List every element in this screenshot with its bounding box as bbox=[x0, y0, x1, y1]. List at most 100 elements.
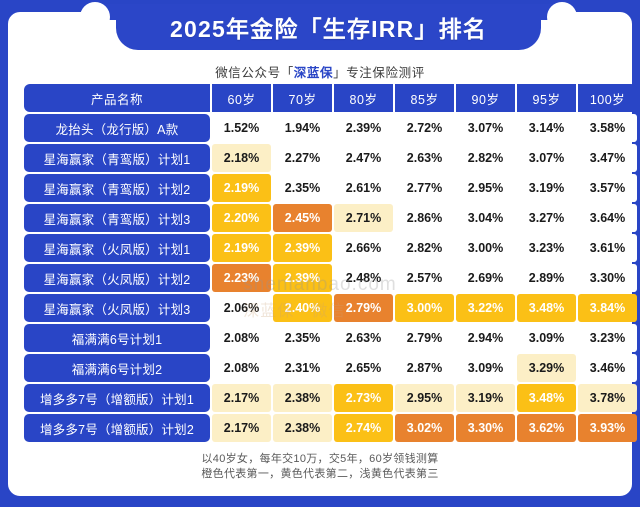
irr-value-cell: 3.64% bbox=[578, 204, 637, 232]
footnote-line-1: 以40岁女，每年交10万，交5年，60岁领钱测算 bbox=[201, 453, 439, 465]
irr-value-cell: 3.09% bbox=[456, 354, 515, 382]
irr-value-cell: 2.69% bbox=[456, 264, 515, 292]
irr-value-cell: 2.20% bbox=[212, 204, 271, 232]
irr-value-cell: 3.48% bbox=[517, 294, 576, 322]
irr-value-cell: 3.22% bbox=[456, 294, 515, 322]
product-name-cell: 增多多7号（增额版）计划2 bbox=[24, 414, 210, 442]
column-header-age-80岁: 80岁 bbox=[334, 84, 393, 112]
product-name-cell: 龙抬头（龙行版）A款 bbox=[24, 114, 210, 142]
product-name-cell: 福满满6号计划1 bbox=[24, 324, 210, 352]
table-row: 星海赢家（火凤版）计划3 2.06% 2.40% 2.79% 3.00% 3.22% 3.4… bbox=[24, 294, 637, 322]
irr-value-cell: 2.48% bbox=[334, 264, 393, 292]
ribbon-notch-right bbox=[539, 2, 577, 32]
footnote: 以40岁女，每年交10万，交5年，60岁领钱测算 橙色代表第一，黄色代表第二，浅… bbox=[8, 452, 632, 482]
irr-value-cell: 3.00% bbox=[395, 294, 454, 322]
irr-value-cell: 2.18% bbox=[212, 144, 271, 172]
table-row: 星海赢家（青鸾版）计划3 2.20% 2.45% 2.71% 2.86% 3.04% 3.2… bbox=[24, 204, 637, 232]
title-banner: 2025年金险「生存IRR」排名 bbox=[80, 2, 577, 50]
irr-value-cell: 3.07% bbox=[456, 114, 515, 142]
irr-value-cell: 2.87% bbox=[395, 354, 454, 382]
irr-value-cell: 2.73% bbox=[334, 384, 393, 412]
irr-value-cell: 3.07% bbox=[517, 144, 576, 172]
irr-value-cell: 2.82% bbox=[456, 144, 515, 172]
irr-value-cell: 3.23% bbox=[517, 234, 576, 262]
irr-value-cell: 2.19% bbox=[212, 174, 271, 202]
irr-value-cell: 1.94% bbox=[273, 114, 332, 142]
column-header-age-85岁: 85岁 bbox=[395, 84, 454, 112]
irr-value-cell: 2.82% bbox=[395, 234, 454, 262]
content-card: 2025年金险「生存IRR」排名 微信公众号「深蓝保」专注保险测评 shenla… bbox=[6, 2, 637, 498]
irr-value-cell: 2.66% bbox=[334, 234, 393, 262]
product-name-cell: 星海赢家（青鸾版）计划3 bbox=[24, 204, 210, 232]
subtitle: 微信公众号「深蓝保」专注保险测评 bbox=[8, 62, 632, 81]
irr-value-cell: 2.35% bbox=[273, 174, 332, 202]
table-row: 福满满6号计划2 2.08% 2.31% 2.65% 2.87% 3.09% 3.29% 3.… bbox=[24, 354, 637, 382]
irr-value-cell: 3.23% bbox=[578, 324, 637, 352]
irr-value-cell: 3.00% bbox=[456, 234, 515, 262]
column-header-age-100岁: 100岁 bbox=[578, 84, 637, 112]
irr-value-cell: 2.17% bbox=[212, 384, 271, 412]
product-name-cell: 星海赢家（火凤版）计划2 bbox=[24, 264, 210, 292]
product-name-cell: 增多多7号（增额版）计划1 bbox=[24, 384, 210, 412]
irr-value-cell: 3.47% bbox=[578, 144, 637, 172]
irr-value-cell: 2.63% bbox=[395, 144, 454, 172]
subtitle-brand: 深蓝保 bbox=[293, 66, 334, 80]
irr-value-cell: 2.72% bbox=[395, 114, 454, 142]
irr-value-cell: 2.95% bbox=[395, 384, 454, 412]
irr-table-container: 产品名称 60岁 70岁 80岁 85岁 90岁 95岁 100岁 龙抬头（龙行版）A款 1.5… bbox=[22, 82, 637, 444]
irr-value-cell: 3.19% bbox=[517, 174, 576, 202]
irr-value-cell: 2.38% bbox=[273, 414, 332, 442]
irr-value-cell: 2.45% bbox=[273, 204, 332, 232]
irr-value-cell: 3.48% bbox=[517, 384, 576, 412]
irr-value-cell: 2.31% bbox=[273, 354, 332, 382]
table-row: 增多多7号（增额版）计划1 2.17% 2.38% 2.73% 2.95% 3.19% 3.… bbox=[24, 384, 637, 412]
table-row: 福满满6号计划1 2.08% 2.35% 2.63% 2.79% 2.94% 3.09% 3.… bbox=[24, 324, 637, 352]
irr-value-cell: 3.09% bbox=[517, 324, 576, 352]
irr-value-cell: 2.89% bbox=[517, 264, 576, 292]
irr-value-cell: 2.40% bbox=[273, 294, 332, 322]
column-header-age-70岁: 70岁 bbox=[273, 84, 332, 112]
irr-value-cell: 2.27% bbox=[273, 144, 332, 172]
page-title: 2025年金险「生存IRR」排名 bbox=[170, 16, 487, 42]
subtitle-suffix: 」专注保险测评 bbox=[333, 66, 425, 80]
column-header-product-name: 产品名称 bbox=[24, 84, 210, 112]
irr-value-cell: 3.46% bbox=[578, 354, 637, 382]
irr-value-cell: 3.93% bbox=[578, 414, 637, 442]
footnote-line-2: 橙色代表第一，黄色代表第二，浅黄色代表第三 bbox=[201, 468, 439, 480]
irr-value-cell: 2.08% bbox=[212, 354, 271, 382]
irr-value-cell: 3.84% bbox=[578, 294, 637, 322]
irr-value-cell: 3.61% bbox=[578, 234, 637, 262]
product-name-cell: 星海赢家（青鸾版）计划1 bbox=[24, 144, 210, 172]
irr-value-cell: 2.19% bbox=[212, 234, 271, 262]
irr-value-cell: 2.95% bbox=[456, 174, 515, 202]
irr-value-cell: 3.30% bbox=[578, 264, 637, 292]
irr-value-cell: 1.52% bbox=[212, 114, 271, 142]
ribbon-notch-left bbox=[80, 2, 118, 32]
irr-value-cell: 2.39% bbox=[334, 114, 393, 142]
irr-value-cell: 2.35% bbox=[273, 324, 332, 352]
irr-value-cell: 2.79% bbox=[334, 294, 393, 322]
irr-value-cell: 2.06% bbox=[212, 294, 271, 322]
irr-value-cell: 3.29% bbox=[517, 354, 576, 382]
irr-value-cell: 2.38% bbox=[273, 384, 332, 412]
product-name-cell: 福满满6号计划2 bbox=[24, 354, 210, 382]
irr-value-cell: 3.14% bbox=[517, 114, 576, 142]
table-row: 龙抬头（龙行版）A款 1.52% 1.94% 2.39% 2.72% 3.07% 3.14%… bbox=[24, 114, 637, 142]
table-row: 星海赢家（火凤版）计划2 2.23% 2.39% 2.48% 2.57% 2.69% 2.8… bbox=[24, 264, 637, 292]
irr-value-cell: 2.39% bbox=[273, 234, 332, 262]
irr-value-cell: 2.08% bbox=[212, 324, 271, 352]
table-header-row: 产品名称 60岁 70岁 80岁 85岁 90岁 95岁 100岁 bbox=[24, 84, 637, 112]
irr-value-cell: 2.77% bbox=[395, 174, 454, 202]
irr-value-cell: 3.19% bbox=[456, 384, 515, 412]
irr-value-cell: 2.65% bbox=[334, 354, 393, 382]
irr-value-cell: 3.27% bbox=[517, 204, 576, 232]
subtitle-prefix: 微信公众号「 bbox=[215, 66, 294, 80]
irr-value-cell: 2.86% bbox=[395, 204, 454, 232]
irr-value-cell: 2.79% bbox=[395, 324, 454, 352]
table-row: 星海赢家（火凤版）计划1 2.19% 2.39% 2.66% 2.82% 3.00% 3.2… bbox=[24, 234, 637, 262]
irr-value-cell: 3.78% bbox=[578, 384, 637, 412]
irr-value-cell: 3.57% bbox=[578, 174, 637, 202]
irr-value-cell: 3.58% bbox=[578, 114, 637, 142]
column-header-age-90岁: 90岁 bbox=[456, 84, 515, 112]
